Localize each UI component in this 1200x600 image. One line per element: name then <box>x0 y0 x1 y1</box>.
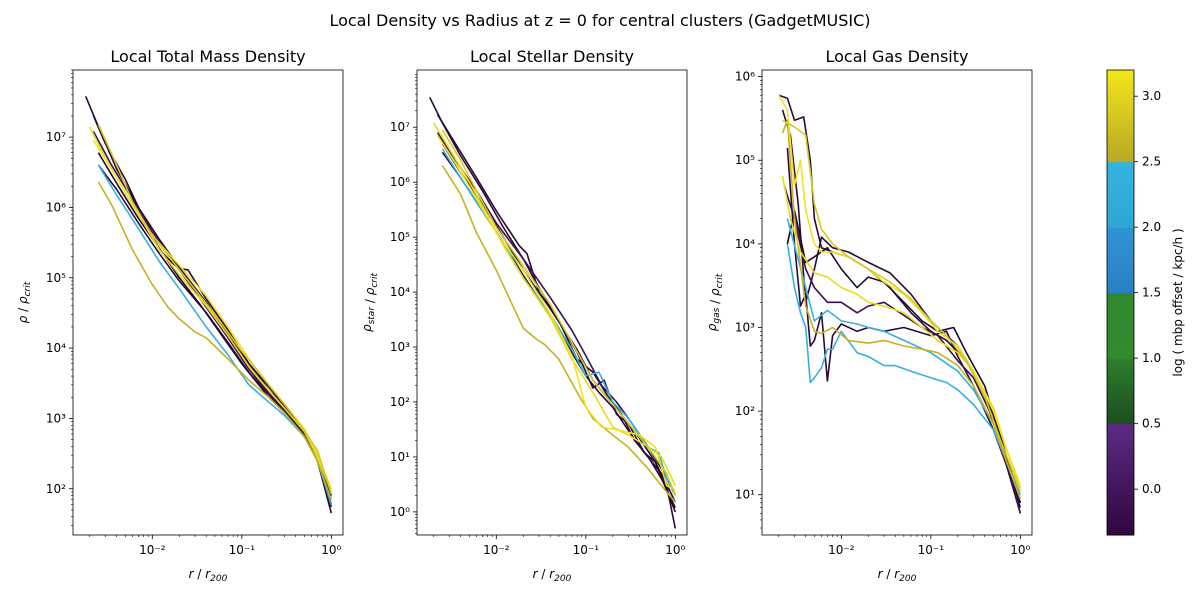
series-line-1 <box>778 94 1022 514</box>
figure-title: Local Density vs Radius at z = 0 for cen… <box>329 11 870 30</box>
panel-1: Local Total Mass Density 10⁻² 10⁻¹ 10⁰ 10² 10… <box>16 47 344 584</box>
y-tick-label: 10² <box>46 482 66 496</box>
x-axis-label: r / r200 <box>189 567 228 584</box>
series-line-7 <box>786 218 1022 499</box>
series-line-5 <box>786 209 1022 504</box>
series-line-11 <box>782 119 1022 492</box>
colorbar-tick-label: 2.5 <box>1142 155 1161 169</box>
series-line-2 <box>436 114 677 508</box>
series-line-7 <box>441 165 676 503</box>
y-tick-label: 10⁴ <box>735 237 755 251</box>
colorbar-frame <box>1106 69 1135 536</box>
x-tick-label: 10⁰ <box>321 543 341 557</box>
y-tick-label: 10² <box>735 404 755 418</box>
series-line-8 <box>433 122 677 487</box>
x-tick-label: 10⁻² <box>483 543 510 557</box>
y-tick-label: 10³ <box>735 320 755 334</box>
y-tick-label: 10⁴ <box>46 341 66 355</box>
y-tick-label: 10⁶ <box>46 200 66 214</box>
y-tick-label: 10⁵ <box>46 271 66 285</box>
series-line-9 <box>436 135 676 491</box>
y-axis-label: ρ / ρcrit <box>16 281 33 323</box>
y-tick-label: 10⁵ <box>390 230 410 244</box>
x-tick-label: 10⁻¹ <box>573 543 600 557</box>
y-tick-label: 10⁴ <box>390 285 410 299</box>
y-tick-label: 10¹ <box>390 450 410 464</box>
y-tick-label: 10⁰ <box>390 505 410 519</box>
x-tick-label: 10⁻¹ <box>918 543 945 557</box>
panel-2: Local Stellar Density 10⁻² 10⁻¹ 10⁰ 10⁰ 10¹ 10… <box>360 47 688 584</box>
series-line-4 <box>783 185 1022 514</box>
colorbar-segment <box>1107 423 1134 536</box>
x-tick-label: 10⁰ <box>1010 543 1030 557</box>
panel-title: Local Stellar Density <box>470 47 634 66</box>
colorbar-segment <box>1107 358 1134 425</box>
y-axis-label: ρgas / ρcrit <box>705 273 725 331</box>
y-axis-label: ρstar / ρcrit <box>360 273 380 333</box>
x-axis-label: r / r200 <box>533 567 572 584</box>
colorbar-tick-label: 2.0 <box>1142 220 1161 234</box>
y-tick-label: 10³ <box>390 340 410 354</box>
x-axis-label: r / r200 <box>878 567 917 584</box>
series-group <box>428 96 677 529</box>
colorbar: 0.0 0.5 1.0 1.5 2.0 2.5 3.0 log ( mbp offset / … <box>1106 69 1185 536</box>
y-tick-label: 10⁶ <box>390 175 410 189</box>
panel-3: Local Gas Density 10⁻² 10⁻¹ 10⁰ 10¹ 10² 10³ 10⁴… <box>705 47 1033 584</box>
series-line-6 <box>786 243 1022 496</box>
y-tick-label: 10¹ <box>735 488 755 502</box>
series-line-9 <box>92 139 333 490</box>
series-line-10 <box>97 124 333 494</box>
series-group <box>84 95 333 514</box>
y-tick-label: 10⁷ <box>46 130 66 144</box>
colorbar-tick-label: 1.5 <box>1142 286 1161 300</box>
panel-title: Local Total Mass Density <box>110 47 305 66</box>
panels: Local Total Mass Density 10⁻² 10⁻¹ 10⁰ 10² 10… <box>16 47 1033 584</box>
series-line-8 <box>781 119 1022 499</box>
colorbar-tick-label: 0.5 <box>1142 417 1161 431</box>
y-tick-label: 10⁵ <box>735 153 755 167</box>
x-tick-label: 10⁰ <box>665 543 685 557</box>
colorbar-segment <box>1107 227 1134 294</box>
series-line-4 <box>92 131 333 508</box>
axes-frame <box>72 69 344 536</box>
x-tick-label: 10⁻² <box>828 543 855 557</box>
panel-title: Local Gas Density <box>825 47 968 66</box>
colorbar-segment <box>1107 161 1134 228</box>
y-tick-label: 10⁷ <box>390 120 410 134</box>
series-line-3 <box>97 164 333 500</box>
series-line-10 <box>441 129 677 496</box>
y-tick-label: 10³ <box>46 411 66 425</box>
y-tick-label: 10² <box>390 395 410 409</box>
colorbar-tick-label: 3.0 <box>1142 89 1161 103</box>
x-tick-label: 10⁻¹ <box>229 543 256 557</box>
axes-frame <box>416 69 688 536</box>
y-tick-label: 10⁶ <box>735 70 755 84</box>
series-line-3 <box>786 147 1022 504</box>
series-group <box>778 94 1022 514</box>
colorbar-segment <box>1107 70 1134 163</box>
colorbar-tick-label: 0.0 <box>1142 482 1161 496</box>
colorbar-tick-label: 1.0 <box>1142 351 1161 365</box>
series-line-2 <box>781 109 1022 508</box>
x-tick-label: 10⁻² <box>139 543 166 557</box>
colorbar-label: log ( mbp offset / kpc/h ) <box>1171 228 1185 376</box>
series-line-7 <box>97 181 333 500</box>
colorbar-segment <box>1107 292 1134 359</box>
